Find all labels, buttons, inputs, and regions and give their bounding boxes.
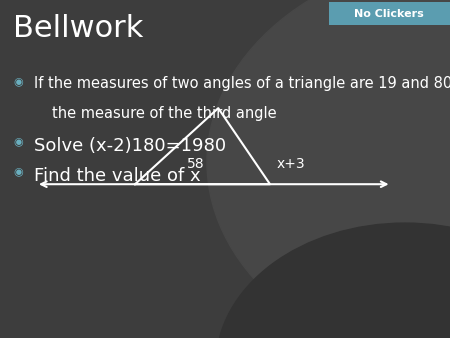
Text: the measure of the third angle: the measure of the third angle: [52, 106, 276, 121]
Circle shape: [207, 0, 450, 338]
Text: ◉: ◉: [14, 167, 23, 177]
Text: 58: 58: [187, 157, 205, 171]
Text: Solve (x-2)180=1980: Solve (x-2)180=1980: [34, 137, 226, 155]
FancyBboxPatch shape: [328, 2, 450, 25]
Text: x+3: x+3: [277, 157, 306, 171]
Text: Bellwork: Bellwork: [14, 14, 144, 43]
Text: If the measures of two angles of a triangle are 19 and 80, find: If the measures of two angles of a trian…: [34, 76, 450, 91]
Circle shape: [216, 223, 450, 338]
Text: No Clickers: No Clickers: [355, 8, 424, 19]
Text: Find the value of x: Find the value of x: [34, 167, 200, 185]
Text: ◉: ◉: [14, 78, 23, 88]
Text: ◉: ◉: [14, 137, 23, 147]
